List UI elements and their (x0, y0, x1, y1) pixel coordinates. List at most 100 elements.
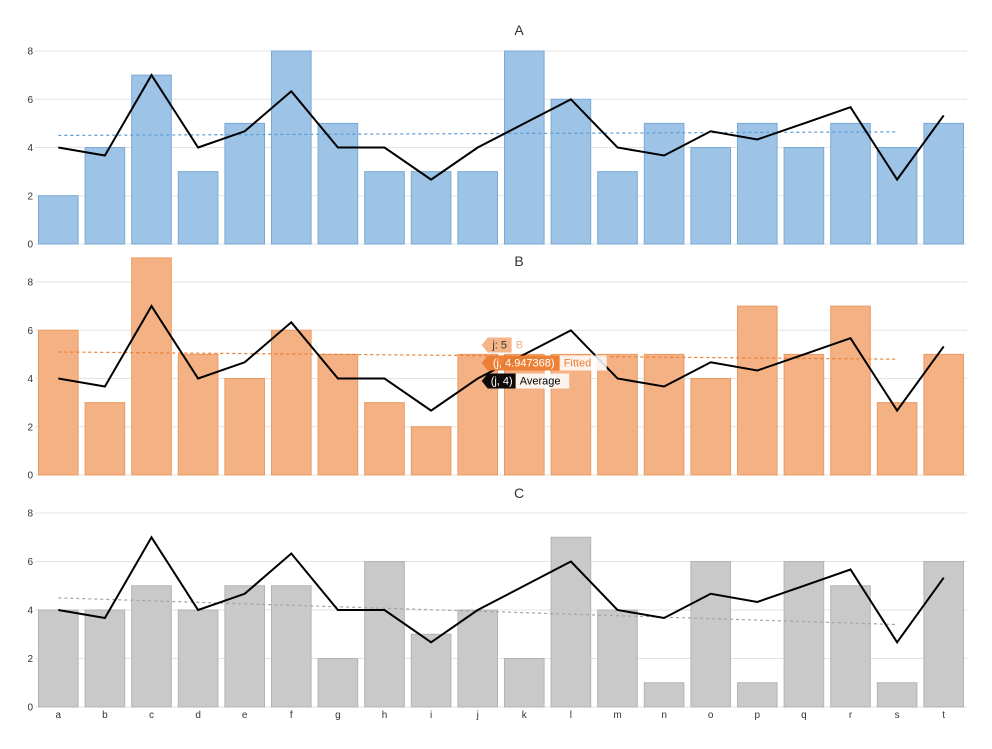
bar-b-g (317, 353, 359, 476)
x-tick-label-f: f (290, 710, 293, 721)
bar-b-t (923, 353, 965, 476)
bar-c-k (503, 658, 545, 708)
bar-b-n (643, 353, 685, 476)
x-tick-label-a: a (56, 710, 62, 721)
bar-a-f (270, 50, 312, 245)
bar-a-b (84, 147, 126, 245)
bar-b-o (690, 378, 732, 476)
x-tick-label-c: c (149, 710, 154, 721)
x-tick-label-i: i (430, 710, 432, 721)
bar-a-g (317, 122, 359, 245)
x-tick-label-t: t (942, 710, 945, 721)
x-tick-label-q: q (801, 710, 807, 721)
bar-a-o (690, 147, 732, 245)
bar-a-t (923, 122, 965, 245)
bar-c-q (783, 561, 825, 708)
x-tick-label-r: r (849, 710, 853, 721)
x-tick-label-l: l (570, 710, 572, 721)
bar-b-c (131, 257, 172, 476)
bar-c-e (224, 585, 266, 708)
tooltip-label-text-0: B (516, 340, 523, 352)
trendline-b (58, 351, 898, 360)
bar-c-i (410, 633, 452, 708)
x-tick-label-n: n (661, 710, 667, 721)
bar-c-n (643, 682, 685, 708)
panel-title-a: A (514, 22, 524, 38)
y-tick-label: 2 (27, 422, 33, 433)
bar-b-p (736, 305, 778, 476)
bar-b-b (84, 402, 126, 476)
y-tick-label: 4 (27, 606, 33, 617)
x-tick-label-p: p (755, 710, 761, 721)
y-tick-label: 0 (27, 240, 33, 251)
tooltip-label-bg-2 (515, 373, 570, 389)
tooltip-key-box-2 (481, 373, 516, 389)
bar-a-n (643, 122, 685, 245)
bar-b-l (550, 353, 592, 476)
bar-a-e (224, 122, 266, 245)
average-line-c (58, 535, 945, 645)
y-tick-label: 8 (27, 278, 33, 289)
y-tick-label: 0 (27, 471, 33, 482)
tooltip-key-text-1: (j, 4.947368) (493, 358, 555, 370)
bar-a-h (364, 171, 405, 245)
bar-b-j (457, 353, 499, 476)
bar-a-q (783, 147, 825, 245)
bar-b-f (270, 329, 312, 476)
tooltip-label-text-1: Fitted (564, 358, 592, 370)
bar-c-m (597, 609, 638, 708)
y-tick-label: 4 (27, 374, 33, 385)
bar-b-s (876, 402, 918, 476)
bar-c-p (736, 682, 778, 708)
bar-a-i (410, 171, 452, 245)
bar-a-a (37, 195, 79, 245)
bar-c-s (876, 682, 918, 708)
bar-c-g (317, 658, 359, 708)
bar-b-e (224, 378, 266, 476)
x-tick-label-s: s (895, 710, 900, 721)
y-tick-label: 2 (27, 654, 33, 665)
trendline-c (58, 597, 898, 626)
x-tick-label-g: g (335, 710, 341, 721)
x-tick-label-m: m (613, 710, 621, 721)
y-tick-label: 8 (27, 47, 33, 58)
bar-a-j (457, 171, 499, 245)
tooltip-key-box-1 (481, 355, 560, 371)
tooltip-label-bg-0 (511, 337, 527, 353)
x-tick-label-j: j (476, 710, 479, 721)
tooltip-key-text-0: j: 5 (491, 340, 507, 352)
average-line-a (58, 73, 945, 182)
bar-b-r (830, 305, 871, 476)
bar-c-t (923, 561, 965, 708)
bar-b-h (364, 402, 405, 476)
bar-b-k (503, 353, 545, 476)
bar-c-b (84, 609, 126, 708)
bar-a-p (736, 122, 778, 245)
tooltip-label-bg-1 (559, 355, 607, 371)
tooltip-key-box-0 (481, 337, 512, 353)
x-tick-label-h: h (382, 710, 388, 721)
bar-c-c (131, 585, 172, 708)
x-tick-label-k: k (522, 710, 528, 721)
bar-a-c (131, 74, 172, 245)
y-tick-label: 0 (27, 703, 33, 714)
bar-a-l (550, 98, 592, 245)
bar-a-d (177, 171, 219, 245)
bar-c-r (830, 585, 871, 708)
x-tick-label-e: e (242, 710, 248, 721)
y-tick-label: 2 (27, 191, 33, 202)
bar-b-q (783, 353, 825, 476)
bar-b-i (410, 426, 452, 476)
bar-b-a (37, 329, 79, 476)
bar-c-h (364, 561, 405, 708)
bar-b-d (177, 353, 219, 476)
panel-title-b: B (514, 253, 523, 269)
panel-title-c: C (514, 485, 524, 501)
bar-a-r (830, 122, 871, 245)
bar-c-f (270, 585, 312, 708)
bar-c-d (177, 609, 219, 708)
bar-c-o (690, 561, 732, 708)
y-tick-label: 6 (27, 326, 33, 337)
